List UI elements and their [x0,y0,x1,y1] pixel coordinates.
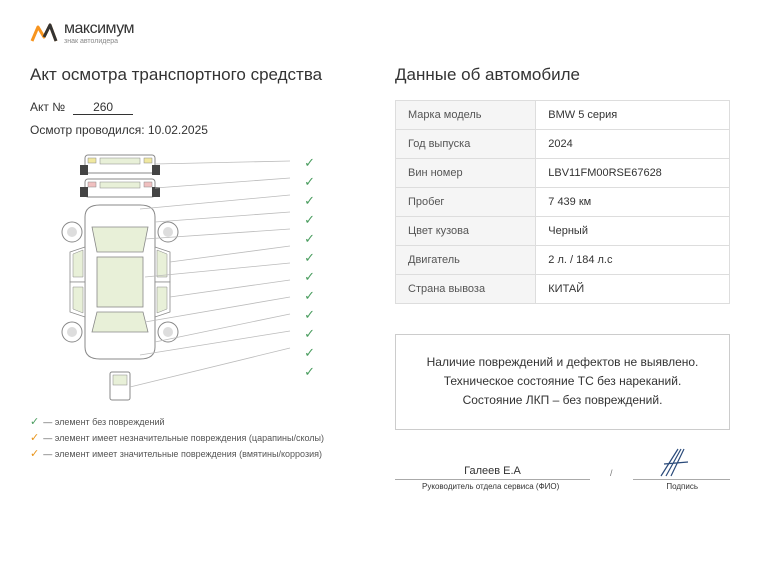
table-row: Двигатель2 л. / 184 л.с [396,246,730,275]
table-value: 2024 [536,130,730,159]
vehicle-data-title: Данные об автомобиле [395,65,730,85]
table-label: Год выпуска [396,130,536,159]
inspection-title: Акт осмотра транспортного средства [30,65,365,85]
signature-name: Галеев Е.А [464,465,521,477]
table-row: Пробег7 439 км [396,188,730,217]
act-number-row: Акт № 260 [30,100,365,115]
status-box: Наличие повреждений и дефектов не выявле… [395,334,730,430]
signature-labels: Руководитель отдела сервиса (ФИО) Подпис… [395,480,730,491]
inspection-date: 10.02.2025 [148,123,208,137]
logo-tagline: знак автолидера [64,38,134,45]
table-row: Страна вывозаКИТАЙ [396,275,730,304]
table-row: Марка модельBMW 5 серия [396,101,730,130]
check-icon: ✓ [304,193,315,209]
signature-sign-label: Подпись [634,482,730,491]
legend-major-text: — элемент имеет значительные повреждения… [43,449,322,459]
table-row: Вин номерLBV11FM00RSE67628 [396,159,730,188]
legend-row-none: ✓ — элемент без повреждений [30,415,365,428]
check-orange-icon: ✓ [30,431,39,444]
table-value: BMW 5 серия [536,101,730,130]
car-schematic-icon [30,147,310,407]
table-value: 7 439 км [536,188,730,217]
inspection-label: Осмотр проводился: [30,123,145,137]
car-diagram: ✓ ✓ ✓ ✓ ✓ ✓ ✓ ✓ ✓ ✓ ✓ ✓ [30,147,310,407]
act-label: Акт № [30,100,65,114]
check-icon: ✓ [304,250,315,266]
table-label: Двигатель [396,246,536,275]
table-row: Год выпуска2024 [396,130,730,159]
table-label: Пробег [396,188,536,217]
legend-minor-text: — элемент имеет незначительные поврежден… [43,433,324,443]
table-label: Марка модель [396,101,536,130]
table-row: Цвет кузоваЧерный [396,217,730,246]
table-value: Черный [536,217,730,246]
legend-row-minor: ✓ — элемент имеет незначительные поврежд… [30,431,365,444]
check-icon: ✓ [304,288,315,304]
signature-slash: / [610,468,613,480]
status-line1: Наличие повреждений и дефектов не выявле… [416,353,709,372]
check-icon: ✓ [304,345,315,361]
logo-name: максимум [64,20,134,38]
table-value: 2 л. / 184 л.с [536,246,730,275]
table-label: Страна вывоза [396,275,536,304]
check-icon: ✓ [304,307,315,323]
status-line3: Состояние ЛКП – без повреждений. [416,391,709,410]
act-number: 260 [73,100,133,115]
table-value: КИТАЙ [536,275,730,304]
legend-none-text: — элемент без повреждений [43,417,164,427]
check-icon: ✓ [304,364,315,380]
table-label: Вин номер [396,159,536,188]
check-icon: ✓ [304,212,315,228]
table-value: LBV11FM00RSE67628 [536,159,730,188]
check-icon: ✓ [304,174,315,190]
legend-row-major: ✓ — элемент имеет значительные поврежден… [30,447,365,460]
check-icon: ✓ [304,269,315,285]
inspection-date-row: Осмотр проводился: 10.02.2025 [30,123,365,137]
check-orange-icon: ✓ [30,447,39,460]
check-green-icon: ✓ [30,415,39,428]
check-icon: ✓ [304,231,315,247]
logo-mark-icon [30,21,58,45]
check-icon: ✓ [304,326,315,342]
logo: максимум знак автолидера [30,20,730,45]
left-column: Акт осмотра транспортного средства Акт №… [30,65,365,491]
signature-area: Галеев Е.А / [395,465,730,480]
check-list: ✓ ✓ ✓ ✓ ✓ ✓ ✓ ✓ ✓ ✓ ✓ ✓ [304,155,315,380]
signature-name-label: Руководитель отдела сервиса (ФИО) [395,482,586,491]
legend: ✓ — элемент без повреждений ✓ — элемент … [30,415,365,460]
signature-icon [656,444,706,479]
right-column: Данные об автомобиле Марка модельBMW 5 с… [395,65,730,491]
status-line2: Техническое состояние ТС без нареканий. [416,372,709,391]
signature-sign-field [633,467,731,480]
vehicle-table: Марка модельBMW 5 серияГод выпуска2024Ви… [395,100,730,304]
signature-name-field: Галеев Е.А [395,465,590,480]
table-label: Цвет кузова [396,217,536,246]
check-icon: ✓ [304,155,315,171]
